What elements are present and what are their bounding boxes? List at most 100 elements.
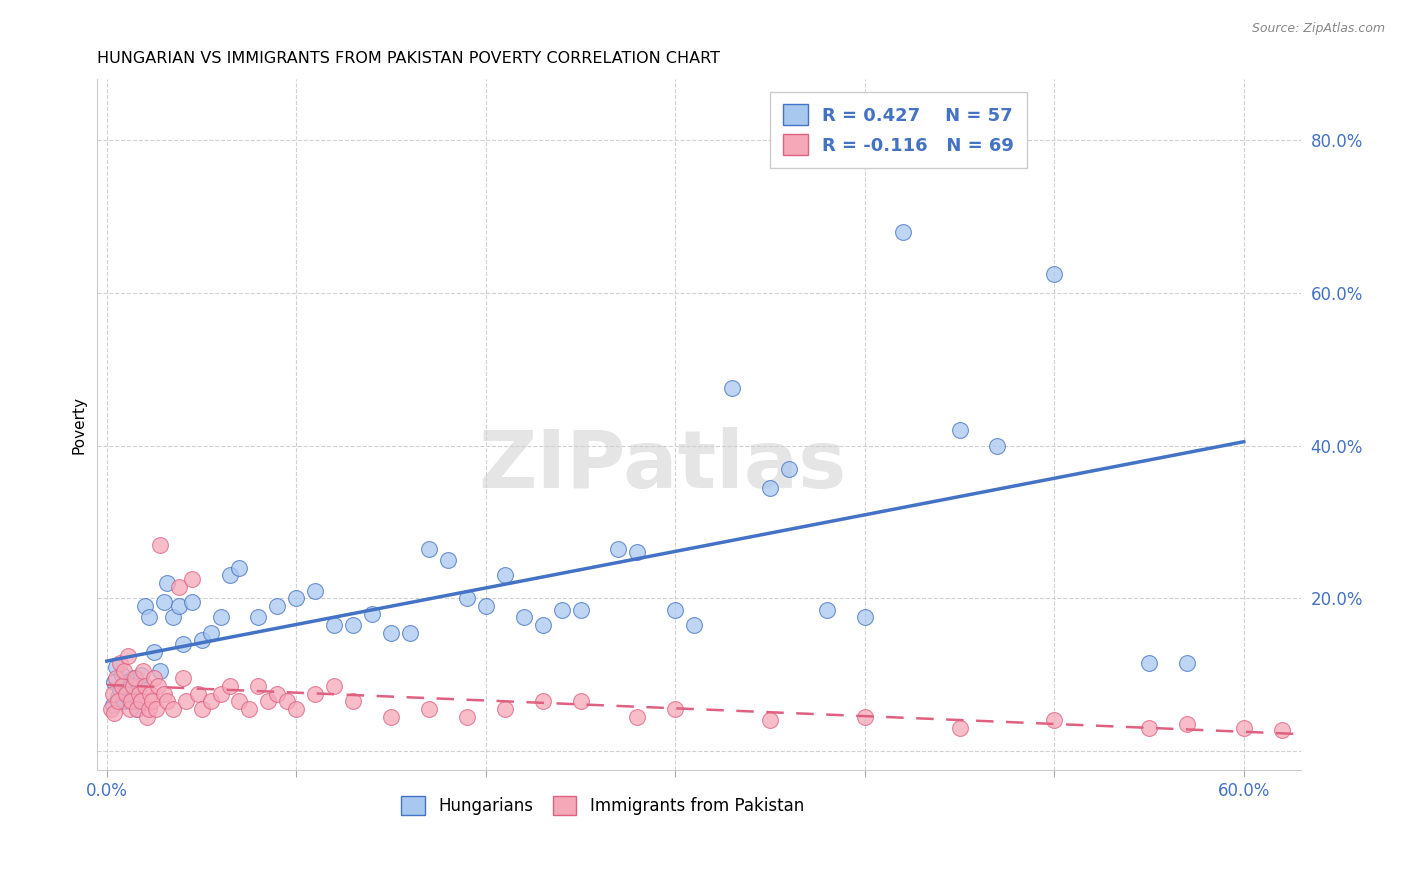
Point: [108, 656, 131, 670]
Point: [139, 687, 162, 701]
Point: [399, 625, 422, 640]
Point: [135, 709, 157, 723]
Point: [120, 694, 142, 708]
Point: [145, 702, 167, 716]
Point: [569, 603, 592, 617]
Point: [190, 633, 212, 648]
Point: [190, 702, 212, 716]
Point: [759, 714, 782, 728]
Point: [285, 591, 308, 606]
Point: [683, 618, 706, 632]
Point: [380, 709, 402, 723]
Point: [1271, 723, 1294, 737]
Point: [200, 625, 222, 640]
Point: [141, 694, 163, 708]
Point: [323, 618, 346, 632]
Point: [187, 687, 209, 701]
Point: [118, 702, 141, 716]
Point: [238, 702, 260, 716]
Point: [149, 538, 172, 552]
Point: [512, 610, 534, 624]
Point: [1327, 727, 1350, 741]
Point: [437, 553, 460, 567]
Point: [152, 595, 174, 609]
Point: [1043, 267, 1066, 281]
Point: [257, 694, 280, 708]
Point: [219, 679, 242, 693]
Point: [105, 660, 128, 674]
Point: [162, 702, 184, 716]
Point: [129, 667, 152, 681]
Point: [134, 679, 156, 693]
Point: [128, 679, 150, 693]
Point: [107, 690, 129, 705]
Point: [418, 702, 440, 716]
Point: [1137, 721, 1160, 735]
Point: [986, 439, 1008, 453]
Point: [531, 694, 554, 708]
Point: [626, 545, 648, 559]
Point: [128, 687, 150, 701]
Point: [117, 687, 139, 701]
Point: [200, 694, 222, 708]
Point: [156, 694, 179, 708]
Text: ZIPatlas: ZIPatlas: [479, 427, 846, 505]
Point: [209, 687, 232, 701]
Point: [948, 424, 970, 438]
Legend: Hungarians, Immigrants from Pakistan: Hungarians, Immigrants from Pakistan: [394, 788, 813, 824]
Point: [124, 687, 146, 701]
Point: [475, 599, 498, 613]
Point: [626, 709, 648, 723]
Point: [138, 702, 160, 716]
Point: [132, 664, 155, 678]
Point: [891, 225, 914, 239]
Text: HUNGARIAN VS IMMIGRANTS FROM PAKISTAN POVERTY CORRELATION CHART: HUNGARIAN VS IMMIGRANTS FROM PAKISTAN PO…: [97, 51, 720, 66]
Point: [304, 583, 326, 598]
Point: [1043, 714, 1066, 728]
Point: [162, 610, 184, 624]
Point: [664, 702, 686, 716]
Point: [143, 672, 166, 686]
Point: [103, 675, 125, 690]
Point: [304, 687, 326, 701]
Point: [285, 702, 308, 716]
Point: [342, 694, 364, 708]
Point: [172, 672, 194, 686]
Point: [112, 664, 135, 678]
Point: [114, 687, 136, 701]
Point: [122, 679, 145, 693]
Point: [114, 675, 136, 690]
Point: [143, 645, 166, 659]
Point: [122, 672, 145, 686]
Point: [276, 694, 298, 708]
Point: [247, 679, 270, 693]
Point: [228, 561, 250, 575]
Point: [167, 580, 190, 594]
Point: [418, 541, 440, 556]
Point: [108, 682, 131, 697]
Point: [181, 572, 204, 586]
Point: [167, 599, 190, 613]
Point: [494, 568, 516, 582]
Point: [127, 702, 149, 716]
Point: [219, 568, 242, 582]
Text: Source: ZipAtlas.com: Source: ZipAtlas.com: [1251, 22, 1385, 36]
Point: [111, 679, 134, 693]
Point: [456, 709, 478, 723]
Point: [342, 618, 364, 632]
Point: [948, 721, 970, 735]
Point: [209, 610, 232, 624]
Point: [181, 595, 204, 609]
Point: [176, 694, 198, 708]
Point: [853, 709, 876, 723]
Point: [105, 672, 128, 686]
Point: [456, 591, 478, 606]
Point: [146, 679, 169, 693]
Point: [117, 648, 139, 663]
Point: [156, 576, 179, 591]
Point: [103, 706, 125, 720]
Point: [149, 664, 172, 678]
Point: [323, 679, 346, 693]
Point: [134, 599, 156, 613]
Point: [120, 679, 142, 693]
